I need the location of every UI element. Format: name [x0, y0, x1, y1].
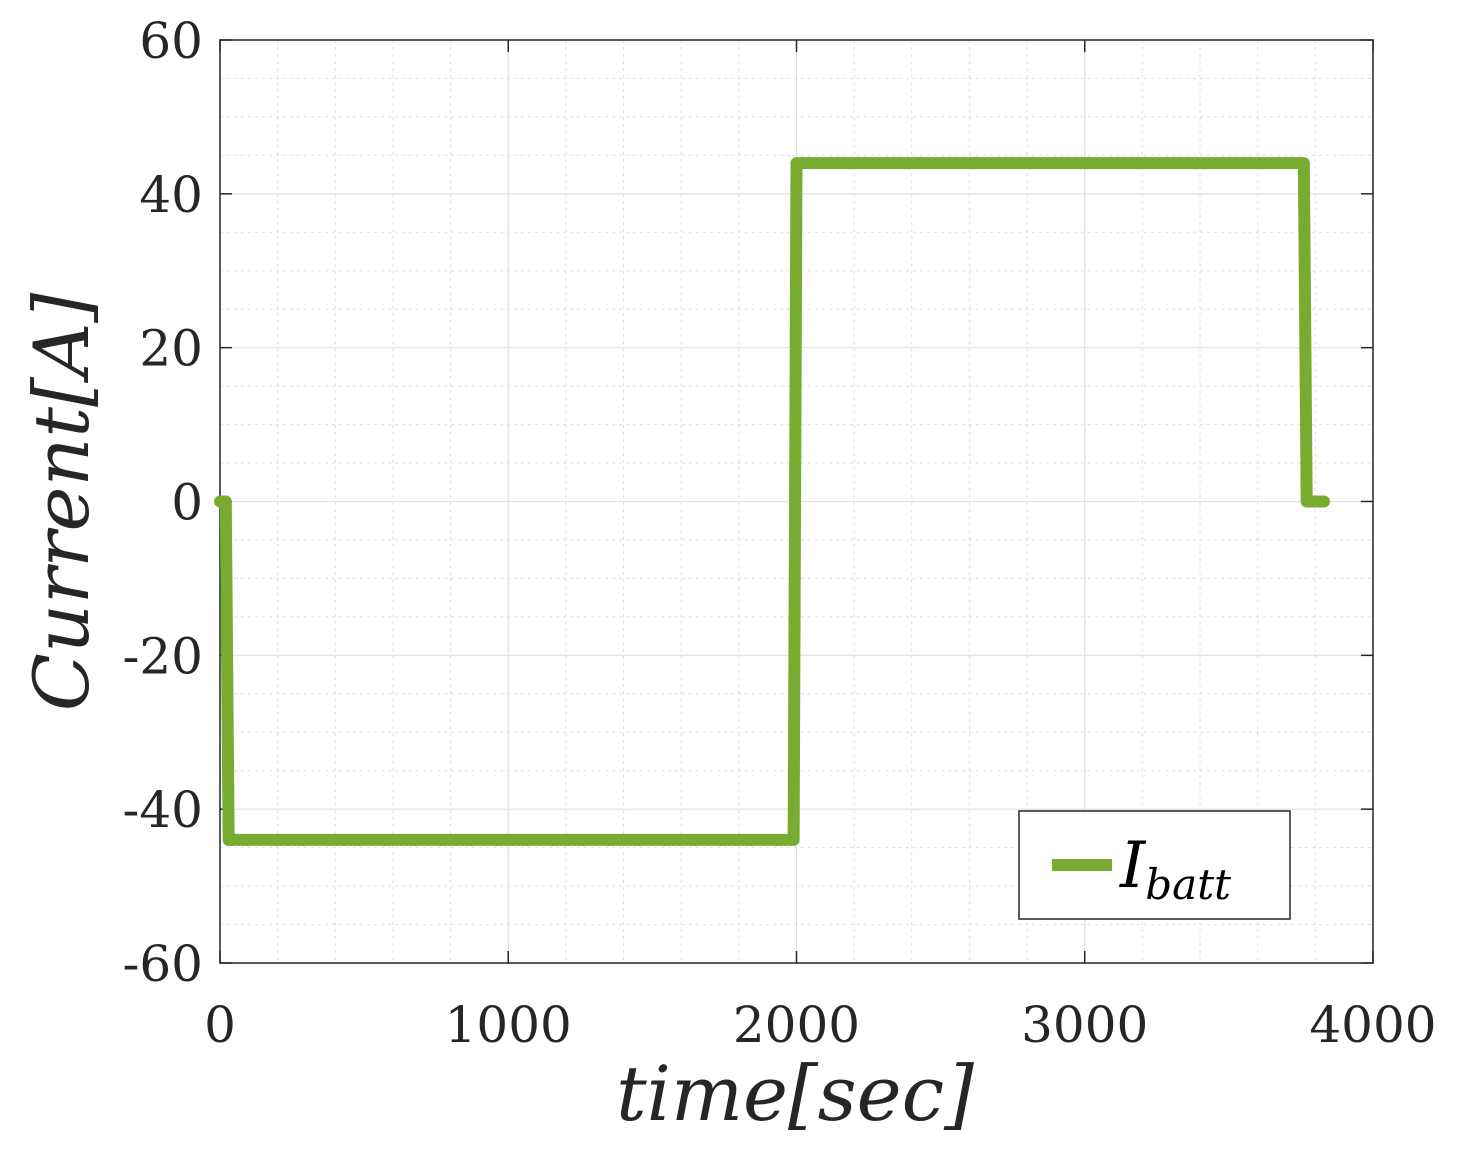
y-tick-label: 0 [171, 474, 203, 532]
x-tick-label: 0 [204, 996, 236, 1054]
legend-label-main: I [1119, 829, 1147, 903]
x-tick-label: 1000 [445, 996, 572, 1054]
x-tick-labels: 0 1000 2000 3000 4000 [204, 996, 1437, 1054]
x-axis-label: time[sec] [616, 1049, 974, 1138]
y-tick-label: -40 [122, 781, 203, 839]
legend: Ibatt [1018, 810, 1291, 920]
y-tick-label: 40 [139, 166, 203, 224]
y-tick-labels: -60 -40 -20 0 20 40 60 [122, 12, 203, 993]
legend-label-sub: batt [1145, 860, 1231, 909]
series-group [214, 157, 1330, 846]
legend-label: Ibatt [1119, 829, 1231, 909]
x-tick-label: 4000 [1309, 996, 1436, 1054]
y-tick-label: -20 [122, 627, 203, 685]
y-axis-label: Current[A] [17, 292, 106, 711]
x-tick-label: 2000 [733, 996, 860, 1054]
y-tick-label: 60 [139, 12, 203, 70]
x-tick-label: 3000 [1021, 996, 1148, 1054]
y-tick-label: 20 [139, 320, 203, 378]
series-line-i-batt [214, 157, 1330, 846]
y-tick-label: -60 [122, 935, 203, 993]
